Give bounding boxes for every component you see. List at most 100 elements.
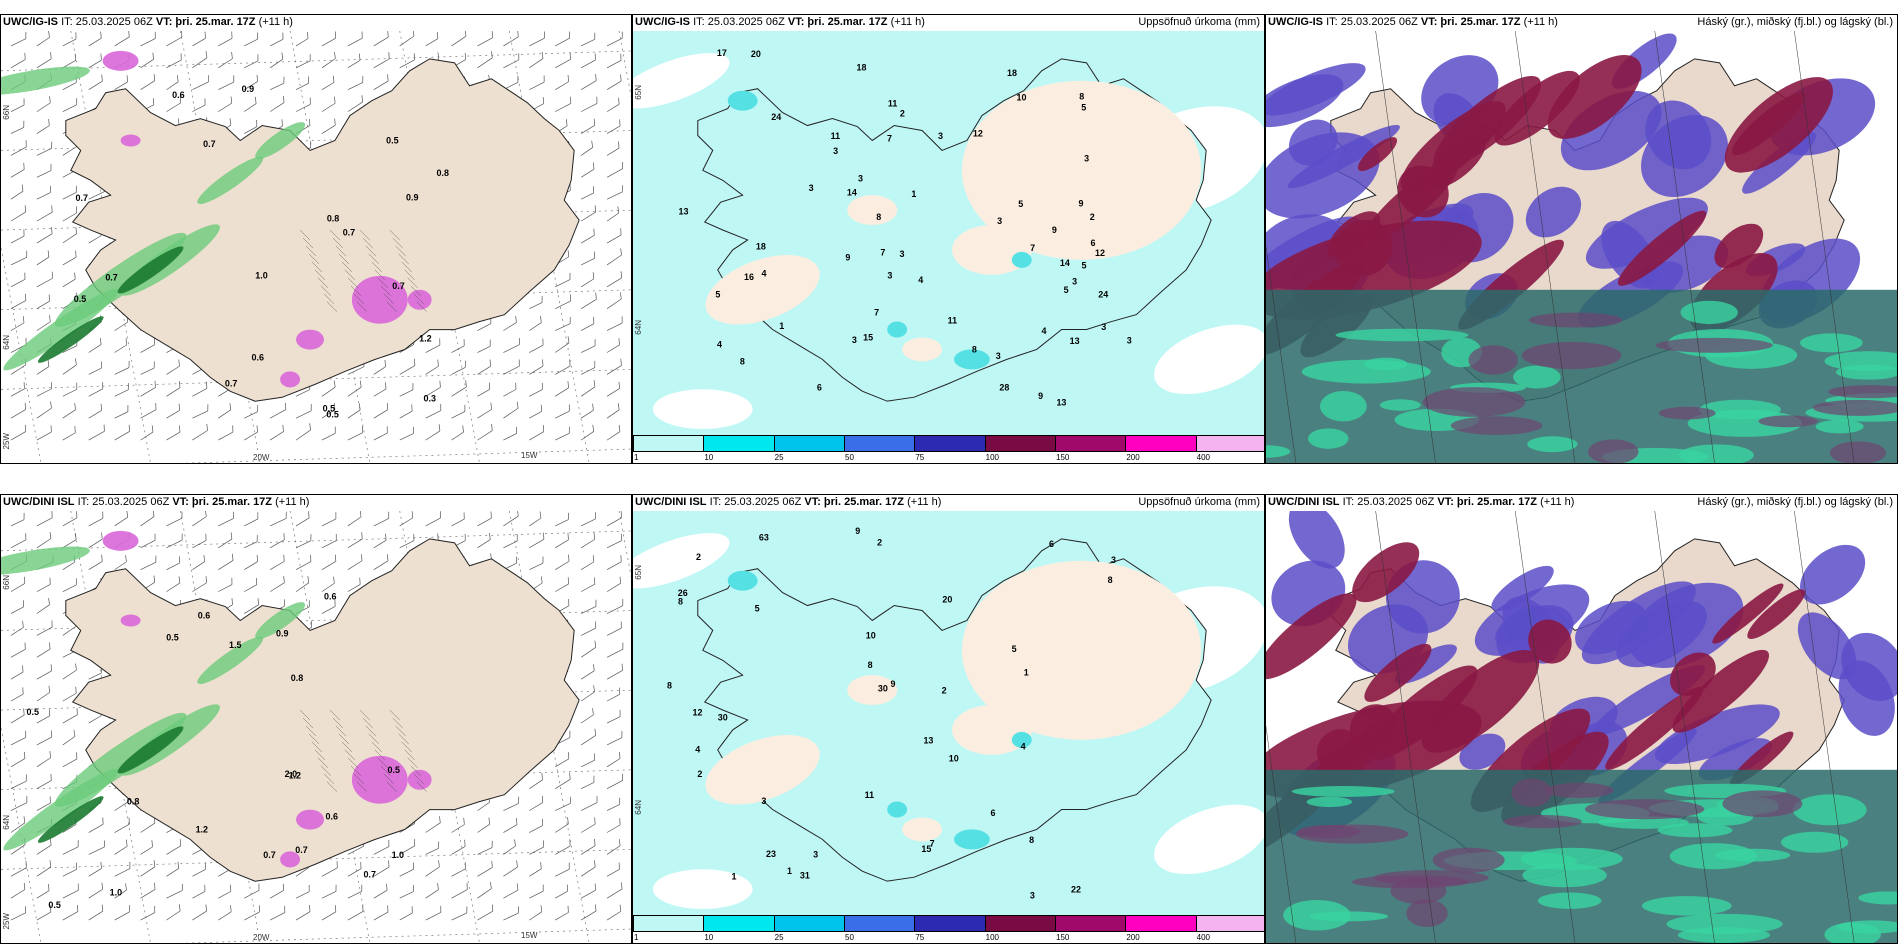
wind-barb bbox=[580, 73, 597, 91]
wind-barb bbox=[555, 839, 571, 855]
value-label: 0.8 bbox=[291, 673, 303, 683]
value-label: 0.9 bbox=[276, 629, 288, 639]
wind-barb bbox=[88, 882, 103, 899]
wind-barb bbox=[166, 425, 181, 441]
wind-barb bbox=[347, 403, 361, 419]
wind-barb bbox=[373, 426, 388, 441]
wind-barb bbox=[10, 205, 27, 222]
wind-barb bbox=[10, 708, 25, 724]
valid-time-label: VT: bbox=[172, 496, 189, 508]
value-label: 20 bbox=[751, 49, 761, 59]
wind-barb bbox=[529, 338, 544, 353]
value-label: 0.6 bbox=[324, 592, 336, 602]
wind-barb bbox=[10, 382, 25, 397]
wind-svg: 1.2 0.6 1.0 0.8 0.5 0.6 0.5 0.9 1.0 0.7 0.5 0.5 0.6 0… bbox=[1, 511, 631, 943]
wind-barb bbox=[399, 906, 413, 921]
value-label: 0.6 bbox=[251, 352, 263, 362]
wind-barb bbox=[606, 316, 623, 331]
wind-barb bbox=[580, 53, 596, 69]
wind-barb bbox=[555, 52, 571, 69]
wind-barb bbox=[347, 53, 361, 69]
wind-barb bbox=[10, 140, 27, 156]
value-label: 0.5 bbox=[48, 900, 60, 910]
value-label: 0.5 bbox=[326, 410, 338, 420]
wind-barb bbox=[581, 621, 597, 636]
wind-barb bbox=[503, 534, 518, 549]
value-label: 3 bbox=[1127, 335, 1132, 345]
wind-barb bbox=[451, 862, 466, 877]
wind-barb bbox=[295, 885, 310, 899]
value-label: 1.2 bbox=[289, 770, 301, 780]
wind-barb bbox=[606, 97, 620, 112]
colorbar-label: 10 bbox=[704, 453, 714, 462]
wind-barb bbox=[555, 512, 569, 527]
value-label: 20 bbox=[942, 594, 952, 604]
wind-barb bbox=[244, 578, 258, 592]
wind-barb bbox=[166, 359, 180, 375]
wind-barb bbox=[503, 426, 517, 441]
wind-barb bbox=[140, 402, 157, 419]
wind-barb bbox=[503, 31, 519, 47]
wind-barb bbox=[244, 598, 259, 614]
value-label: 7 bbox=[1030, 243, 1035, 253]
colorbar-swatch bbox=[844, 915, 916, 932]
wind-barb bbox=[347, 532, 363, 549]
value-label: 11 bbox=[831, 131, 840, 141]
wind-barb bbox=[425, 31, 439, 47]
wind-barb bbox=[166, 861, 180, 877]
wind-barb bbox=[269, 554, 285, 571]
wind-barb bbox=[580, 708, 594, 724]
wind-barb bbox=[36, 642, 51, 658]
value-label: 2 bbox=[942, 686, 947, 696]
wind-barb bbox=[114, 883, 127, 899]
wind-barb bbox=[555, 381, 569, 397]
wind-barb bbox=[451, 839, 466, 855]
panel-dini-wind: UWC/DINI ISL IT: 25.03.2025 06Z VT: þri.… bbox=[0, 494, 632, 944]
wind-barb bbox=[347, 862, 362, 877]
lat-label-64: 64N bbox=[2, 815, 11, 830]
wind-barb bbox=[373, 31, 389, 47]
wind-barb bbox=[10, 906, 26, 921]
wind-barb bbox=[10, 52, 26, 69]
model-name: UWC/DINI ISL bbox=[3, 496, 75, 508]
wind-barb bbox=[373, 860, 390, 877]
wind-barb bbox=[36, 359, 50, 375]
value-label: 18 bbox=[856, 63, 866, 73]
wind-barb bbox=[88, 424, 105, 441]
value-label: 5 bbox=[715, 289, 720, 299]
value-label: 1.2 bbox=[196, 825, 208, 835]
colorbar-swatch bbox=[1125, 435, 1197, 452]
valid-time: þri. 25.mar. 17Z bbox=[807, 16, 888, 28]
wind-barb bbox=[10, 642, 26, 658]
lat-label-64: 64N bbox=[2, 335, 11, 350]
colorbar-swatch bbox=[773, 435, 845, 452]
value-label: 0.5 bbox=[386, 135, 398, 145]
wind-barb bbox=[347, 884, 363, 899]
wind-barb bbox=[244, 54, 259, 69]
wind-barb bbox=[580, 838, 596, 855]
wind-barb bbox=[399, 383, 414, 397]
lat-label-66: 66N bbox=[2, 575, 11, 590]
wind-barb bbox=[581, 360, 596, 375]
value-label: 8 bbox=[1108, 575, 1113, 585]
wind-barb bbox=[580, 272, 595, 288]
wind-barb bbox=[166, 53, 182, 69]
value-label: 0.6 bbox=[326, 812, 338, 822]
wind-barb bbox=[555, 272, 571, 288]
wind-barb bbox=[581, 795, 598, 811]
wind-barb bbox=[36, 511, 53, 527]
lon-label-20: 20W bbox=[253, 933, 270, 942]
valid-time-label: VT: bbox=[1420, 16, 1438, 28]
value-label: 0.6 bbox=[172, 90, 184, 100]
wind-barb bbox=[347, 425, 363, 441]
wind-barb bbox=[88, 840, 105, 855]
wind-barb bbox=[36, 598, 50, 614]
init-time: IT: 25.03.2025 06Z bbox=[709, 496, 802, 508]
wind-barb bbox=[580, 860, 596, 877]
wind-barb bbox=[114, 861, 131, 877]
value-label: 9 bbox=[1038, 391, 1043, 401]
wind-barb bbox=[477, 532, 491, 549]
wind-barb bbox=[503, 382, 517, 397]
wind-barb bbox=[88, 904, 104, 921]
cloud-svg bbox=[1266, 31, 1897, 463]
